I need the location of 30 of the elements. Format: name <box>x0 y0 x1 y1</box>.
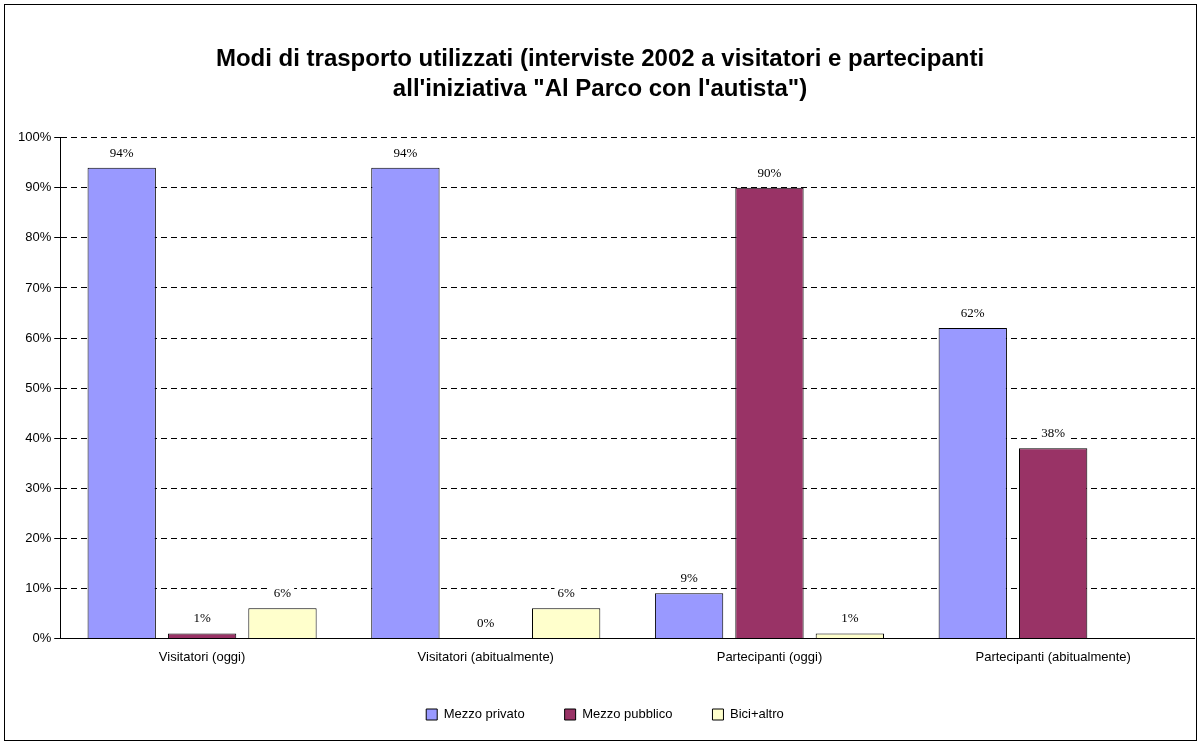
data-label: 1% <box>193 610 211 626</box>
chart-title: Modi di trasporto utilizzati (interviste 2002 a visitatori e partecipanti all'iniziativa "Al Parco con l'autista") <box>214 43 986 103</box>
data-label: 1% <box>841 610 859 626</box>
y-tick-label: 60% <box>25 329 52 345</box>
legend-label: Mezzo pubblico <box>582 706 673 722</box>
x-tick-label: Partecipanti (oggi) <box>716 648 823 664</box>
legend-label: Bici+altro <box>729 706 784 722</box>
data-label: 94% <box>393 144 418 160</box>
data-label: 90% <box>757 164 782 180</box>
y-tick-label: 0% <box>32 629 52 645</box>
y-tick-label: 100% <box>18 129 52 145</box>
x-tick-label: Partecipanti (abitualmente) <box>975 648 1131 664</box>
data-label: 38% <box>1041 425 1066 441</box>
data-label: 62% <box>960 304 985 320</box>
x-tick-label: Visitatori (abitualmente) <box>417 648 554 664</box>
y-tick-label: 80% <box>25 229 52 245</box>
y-tick-label: 90% <box>25 179 52 195</box>
y-tick-label: 70% <box>25 279 52 295</box>
data-label: 6% <box>273 585 292 601</box>
y-tick-label: 20% <box>25 529 52 545</box>
data-label: 6% <box>557 585 575 601</box>
y-tick-label: 50% <box>25 379 52 395</box>
y-tick-label: 10% <box>25 579 52 595</box>
data-label: 0% <box>477 615 495 631</box>
data-label: 9% <box>680 570 698 586</box>
x-tick-label: Visitatori (oggi) <box>158 648 246 664</box>
y-tick-label: 40% <box>25 429 52 445</box>
data-label: 94% <box>109 144 134 160</box>
y-tick-label: 30% <box>25 479 52 495</box>
legend-label: Mezzo privato <box>443 706 525 722</box>
